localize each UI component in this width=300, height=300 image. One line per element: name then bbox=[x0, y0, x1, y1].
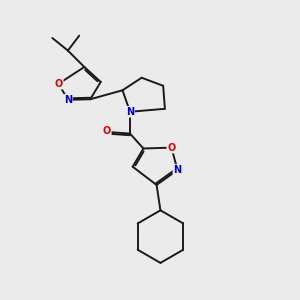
Text: N: N bbox=[126, 107, 134, 117]
Text: N: N bbox=[64, 95, 72, 105]
Text: N: N bbox=[173, 165, 181, 175]
Text: O: O bbox=[55, 79, 63, 89]
Text: O: O bbox=[103, 126, 111, 136]
Text: O: O bbox=[167, 142, 175, 153]
